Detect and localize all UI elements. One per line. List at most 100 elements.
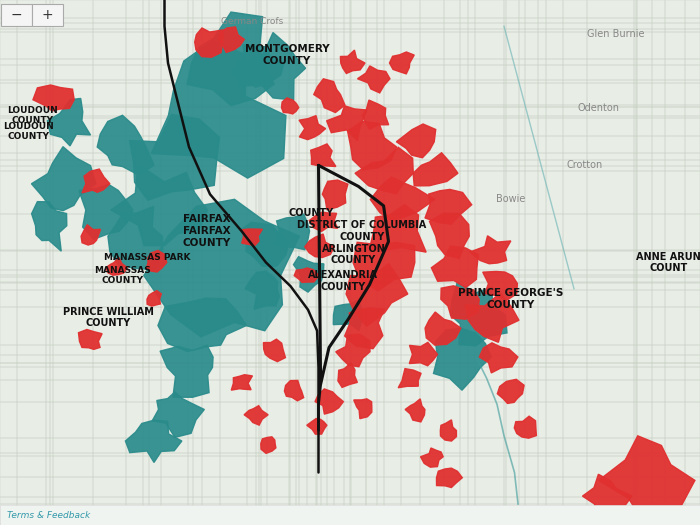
Polygon shape — [346, 264, 408, 327]
Polygon shape — [245, 271, 279, 309]
Polygon shape — [237, 33, 306, 100]
FancyBboxPatch shape — [1, 4, 32, 26]
Polygon shape — [425, 190, 472, 224]
Polygon shape — [152, 392, 204, 437]
Polygon shape — [353, 242, 415, 291]
Polygon shape — [147, 291, 162, 306]
Polygon shape — [483, 271, 517, 300]
Polygon shape — [323, 180, 348, 210]
Polygon shape — [294, 268, 319, 282]
Polygon shape — [195, 28, 223, 57]
Text: MANASSAS PARK: MANASSAS PARK — [104, 253, 190, 262]
Text: Crotton: Crotton — [566, 160, 603, 171]
Polygon shape — [304, 234, 335, 257]
Polygon shape — [327, 106, 367, 141]
Polygon shape — [48, 99, 90, 146]
Polygon shape — [144, 200, 300, 337]
Text: −: − — [11, 8, 22, 22]
Polygon shape — [151, 40, 286, 178]
Polygon shape — [344, 308, 384, 349]
Text: ARLINGTON
COUNTY: ARLINGTON COUNTY — [321, 244, 386, 266]
Polygon shape — [398, 369, 421, 388]
Polygon shape — [470, 236, 511, 264]
Text: PRINCE GEORGE'S
COUNTY: PRINCE GEORGE'S COUNTY — [458, 288, 564, 310]
FancyBboxPatch shape — [32, 4, 63, 26]
Polygon shape — [307, 418, 327, 434]
Polygon shape — [336, 334, 370, 367]
Polygon shape — [582, 474, 632, 524]
Text: LOUDOUN
COUNTY: LOUDOUN COUNTY — [7, 106, 57, 125]
Polygon shape — [441, 286, 480, 319]
Polygon shape — [389, 52, 414, 74]
Polygon shape — [598, 436, 695, 523]
Polygon shape — [338, 363, 358, 387]
Polygon shape — [363, 100, 389, 129]
Bar — [0, 505, 700, 525]
Text: Glen Burnie: Glen Burnie — [587, 29, 645, 39]
Polygon shape — [125, 420, 182, 463]
Text: Bowie: Bowie — [496, 194, 526, 205]
Polygon shape — [425, 312, 461, 345]
Polygon shape — [514, 416, 536, 438]
Text: ANNE ARUN
COUNT: ANNE ARUN COUNT — [636, 251, 700, 274]
Polygon shape — [82, 169, 110, 193]
Polygon shape — [158, 298, 246, 352]
Text: PRINCE WILLIAM
COUNTY: PRINCE WILLIAM COUNTY — [63, 307, 154, 329]
Text: MONTGOMERY
COUNTY: MONTGOMERY COUNTY — [245, 44, 329, 66]
Polygon shape — [79, 184, 133, 239]
Polygon shape — [309, 212, 337, 232]
Polygon shape — [311, 144, 336, 166]
Text: LOUDOUN
COUNTY: LOUDOUN COUNTY — [3, 122, 53, 141]
Polygon shape — [314, 79, 345, 112]
Polygon shape — [146, 250, 167, 272]
Polygon shape — [340, 50, 365, 74]
Polygon shape — [284, 381, 304, 401]
Polygon shape — [33, 85, 74, 111]
Polygon shape — [466, 293, 519, 342]
Polygon shape — [263, 339, 286, 362]
Polygon shape — [370, 205, 426, 252]
Polygon shape — [410, 342, 438, 366]
Text: Odenton: Odenton — [578, 102, 620, 113]
Polygon shape — [333, 300, 362, 331]
Text: FAIRFAX
FAIRFAX
COUNTY: FAIRFAX FAIRFAX COUNTY — [183, 214, 230, 248]
Polygon shape — [421, 448, 443, 467]
Text: +: + — [42, 8, 53, 22]
Polygon shape — [32, 146, 96, 211]
Polygon shape — [354, 399, 372, 418]
Polygon shape — [261, 437, 276, 454]
Polygon shape — [370, 177, 435, 221]
Polygon shape — [437, 468, 462, 488]
Polygon shape — [106, 258, 127, 275]
Text: COUNTY: COUNTY — [289, 207, 334, 218]
Polygon shape — [219, 27, 244, 52]
Polygon shape — [497, 380, 524, 403]
Polygon shape — [160, 345, 213, 397]
Polygon shape — [299, 116, 326, 140]
Polygon shape — [396, 124, 435, 158]
Text: Terms & Feedback: Terms & Feedback — [7, 510, 90, 520]
Polygon shape — [97, 116, 154, 175]
Polygon shape — [348, 121, 397, 170]
Polygon shape — [431, 246, 478, 288]
Polygon shape — [231, 375, 253, 390]
Polygon shape — [274, 214, 309, 250]
Polygon shape — [241, 223, 289, 266]
Polygon shape — [480, 343, 518, 373]
Polygon shape — [315, 389, 344, 414]
Polygon shape — [32, 202, 66, 251]
Polygon shape — [293, 257, 324, 292]
Polygon shape — [430, 213, 469, 258]
Polygon shape — [358, 66, 390, 93]
Text: ALEXANDRIA
COUNTY: ALEXANDRIA COUNTY — [308, 270, 378, 292]
Polygon shape — [451, 282, 507, 346]
Polygon shape — [81, 225, 101, 245]
Polygon shape — [241, 229, 262, 245]
Polygon shape — [355, 148, 413, 194]
Polygon shape — [108, 206, 162, 270]
Polygon shape — [130, 114, 219, 201]
Text: MANASSAS
COUNTY: MANASSAS COUNTY — [94, 266, 151, 285]
Polygon shape — [244, 406, 268, 425]
Polygon shape — [187, 12, 274, 106]
Polygon shape — [232, 45, 284, 87]
